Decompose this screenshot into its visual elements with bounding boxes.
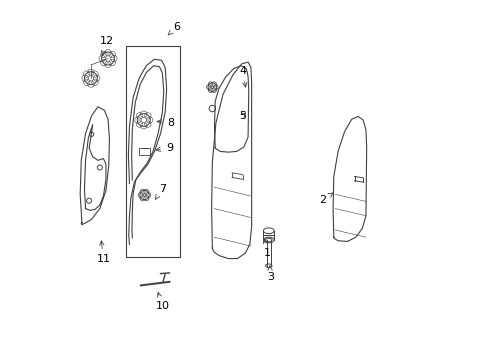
Bar — [139, 148, 150, 155]
Text: 3: 3 — [266, 266, 273, 282]
Text: 5: 5 — [239, 111, 246, 121]
Text: 8: 8 — [157, 118, 175, 128]
Text: 7: 7 — [155, 184, 165, 199]
Text: 1: 1 — [263, 239, 271, 258]
Text: 6: 6 — [168, 22, 180, 35]
Text: 11: 11 — [96, 241, 110, 264]
Text: 4: 4 — [239, 66, 246, 87]
Text: 9: 9 — [156, 143, 173, 153]
Text: 10: 10 — [155, 292, 169, 311]
Bar — [125, 46, 180, 257]
Text: 12: 12 — [100, 36, 114, 55]
Text: 2: 2 — [319, 193, 332, 204]
